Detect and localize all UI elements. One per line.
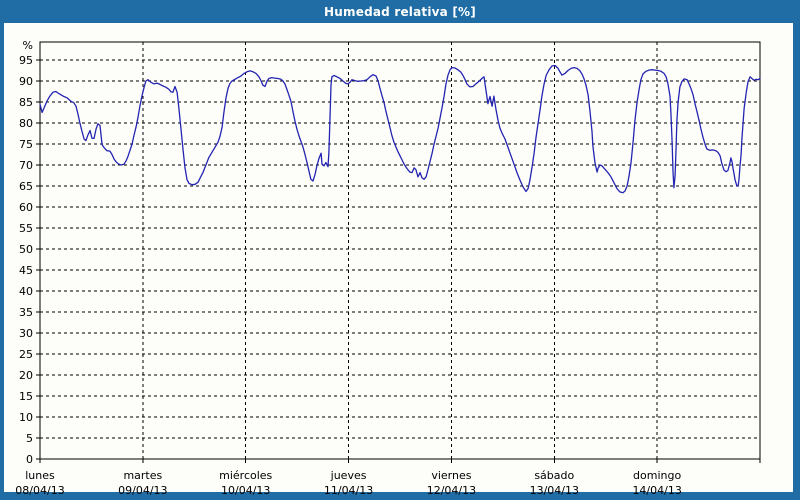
title-bar: Humedad relativa [%]: [0, 0, 800, 23]
chart-background: [4, 23, 793, 492]
chart-title: Humedad relativa [%]: [324, 4, 476, 19]
